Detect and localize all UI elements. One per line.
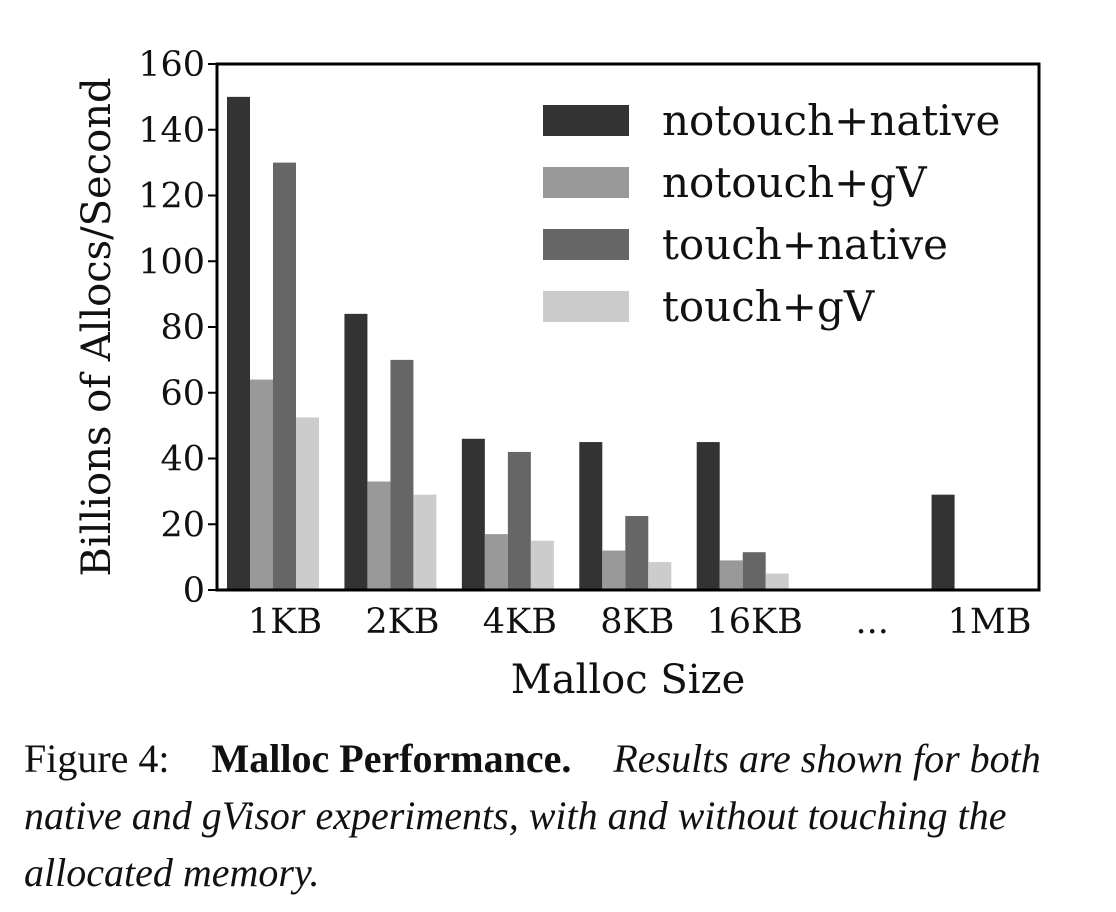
bar [484,534,508,590]
y-tick-label: 60 [160,374,205,414]
y-tick-label: 120 [138,177,205,217]
y-axis-label: Billions of Allocs/Second [74,77,120,576]
y-tick-label: 20 [160,505,205,545]
legend-label: touch+gV [662,282,875,331]
y-tick-label: 40 [160,440,205,480]
y-tick-label: 0 [183,571,205,611]
legend-swatch [543,167,629,198]
bar [273,162,296,590]
bar [696,442,720,590]
caption-title: Malloc Performance. [211,736,572,781]
bar [367,481,391,590]
x-tick-label: 1KB [248,602,322,642]
x-tick-label: 4KB [483,602,557,642]
y-tick-label: 140 [138,111,205,151]
bar [390,359,414,590]
bars-group [227,96,978,590]
caption-label: Figure 4: [24,736,170,781]
bar [602,550,626,590]
legend-label: touch+native [662,220,948,269]
x-tick-label: 16KB [707,602,803,642]
bar [742,552,766,590]
x-tick-label: 1MB [948,602,1032,642]
x-tick-label: 2KB [365,602,439,642]
x-axis-label: Malloc Size [511,657,746,703]
bar [344,313,368,590]
bar-chart: 0 20 40 60 80 100 120 140 160 1KB 2KB 4KB 8KB 16KB..… [74,45,1041,703]
bar [579,442,603,590]
y-tick-label: 160 [138,45,205,85]
bar [765,573,789,590]
x-tick-label: ... [855,602,888,642]
x-tick-label: 8KB [600,602,674,642]
bar [530,540,554,590]
legend-label: notouch+gV [662,158,927,207]
caption-body: Results are shown for both native and gV… [24,736,1041,895]
y-tick-label: 80 [160,308,205,348]
bar [507,451,531,590]
legend-swatch [543,291,629,322]
legend-label: notouch+native [662,96,1000,145]
y-axis-ticks: 0 20 40 60 80 100 120 140 160 [138,45,217,611]
bar [719,560,743,590]
legend: notouch+native notouch+gV touch+native touc… [543,96,1000,331]
bar [931,494,955,590]
bar [648,562,672,590]
bar [227,96,250,590]
bar [625,516,649,590]
bar [250,379,273,590]
bar [296,417,319,590]
bar [461,438,485,590]
figure-caption: Figure 4: Malloc Performance. Results are … [24,730,1099,901]
y-tick-label: 100 [138,242,205,282]
x-axis-ticks: 1KB 2KB 4KB 8KB 16KB... 1MB [248,602,1032,642]
legend-swatch [543,105,629,136]
bar [413,494,437,590]
legend-swatch [543,229,629,260]
